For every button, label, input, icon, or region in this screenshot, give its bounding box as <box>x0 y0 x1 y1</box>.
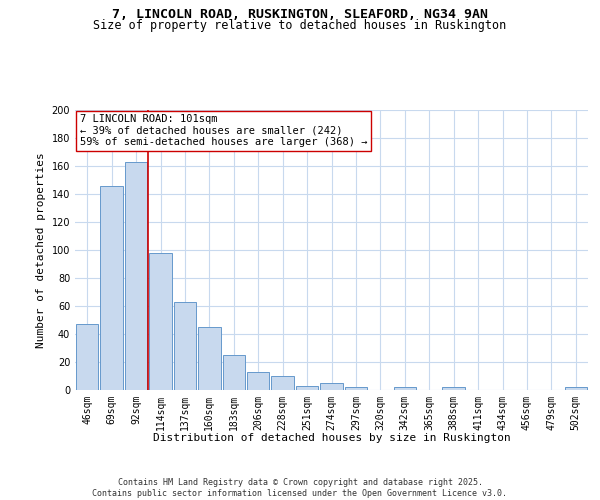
Text: Contains HM Land Registry data © Crown copyright and database right 2025.
Contai: Contains HM Land Registry data © Crown c… <box>92 478 508 498</box>
Bar <box>344 387 367 390</box>
Bar <box>198 327 221 390</box>
Bar <box>442 387 465 390</box>
Bar <box>565 387 587 390</box>
Text: 7, LINCOLN ROAD, RUSKINGTON, SLEAFORD, NG34 9AN: 7, LINCOLN ROAD, RUSKINGTON, SLEAFORD, N… <box>112 8 488 20</box>
Bar <box>320 383 343 390</box>
Y-axis label: Number of detached properties: Number of detached properties <box>36 152 46 348</box>
Text: Size of property relative to detached houses in Ruskington: Size of property relative to detached ho… <box>94 18 506 32</box>
Bar <box>149 253 172 390</box>
Bar <box>223 355 245 390</box>
Bar <box>100 186 123 390</box>
Bar <box>247 372 269 390</box>
Text: 7 LINCOLN ROAD: 101sqm
← 39% of detached houses are smaller (242)
59% of semi-de: 7 LINCOLN ROAD: 101sqm ← 39% of detached… <box>80 114 368 148</box>
Bar <box>173 302 196 390</box>
Bar <box>76 324 98 390</box>
Bar <box>271 376 294 390</box>
Bar <box>125 162 148 390</box>
Bar <box>296 386 319 390</box>
Bar <box>394 387 416 390</box>
X-axis label: Distribution of detached houses by size in Ruskington: Distribution of detached houses by size … <box>152 433 511 443</box>
